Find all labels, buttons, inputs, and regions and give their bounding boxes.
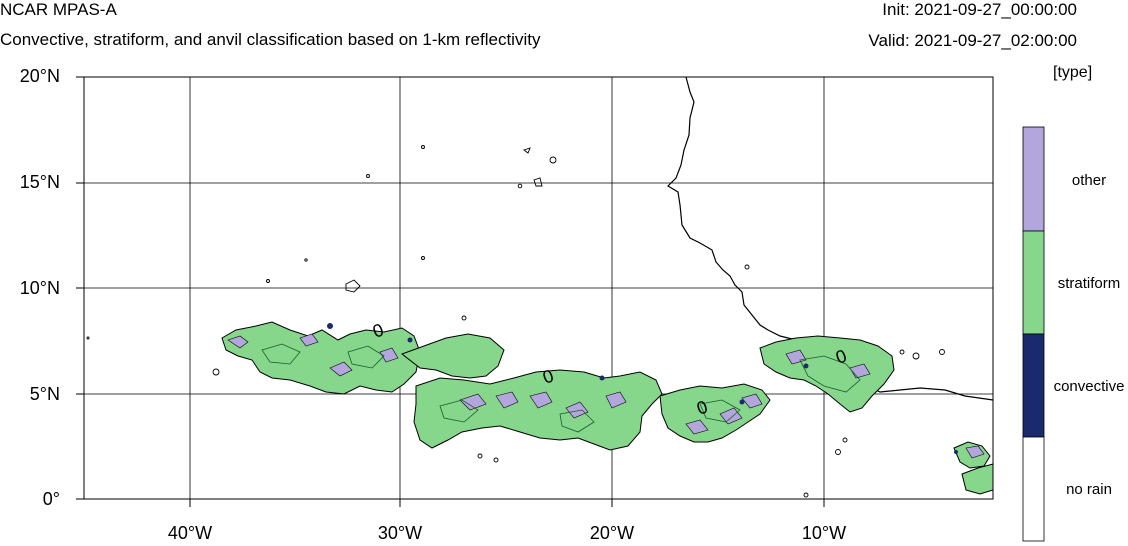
legend-label-no-rain: no rain [1066, 481, 1112, 498]
convective-areas [327, 323, 958, 454]
lat-tick-10n: 10°N [19, 278, 60, 298]
scattered-cells [86, 145, 945, 498]
legend-colorbar [1022, 126, 1045, 542]
legend-label-convective: convective [1053, 378, 1125, 395]
plot-subtitle: Convective, stratiform, and anvil classi… [0, 30, 541, 49]
valid-time: Valid: 2021-09-27_02:00:00 [868, 31, 1077, 50]
lat-tick-0: 0° [42, 489, 60, 509]
legend-swatch-stratiform [1022, 230, 1045, 335]
init-time: Init: 2021-09-27_00:00:00 [882, 0, 1077, 19]
legend-units: [type] [1053, 64, 1093, 81]
lat-tick-20n: 20°N [19, 66, 60, 86]
lat-tick-15n: 15°N [19, 172, 60, 192]
legend-label-stratiform: stratiform [1057, 275, 1121, 292]
plot-title: NCAR MPAS-A [0, 0, 117, 19]
legend-swatch-no-rain [1022, 436, 1045, 542]
lon-tick-30w: 30°W [377, 523, 423, 543]
legend-label-other: other [1071, 172, 1107, 189]
lon-tick-40w: 40°W [167, 523, 213, 543]
axis-ticks [76, 76, 825, 507]
lon-tick-10w: 10°W [801, 523, 847, 543]
lat-tick-5n: 5°N [29, 384, 60, 404]
stratiform-areas [221, 321, 994, 495]
reflectivity-contours [261, 343, 861, 433]
legend-swatch-convective [1022, 333, 1045, 438]
legend-swatch-other [1022, 126, 1045, 232]
other-areas [227, 333, 985, 459]
lon-tick-20w: 20°W [589, 523, 635, 543]
